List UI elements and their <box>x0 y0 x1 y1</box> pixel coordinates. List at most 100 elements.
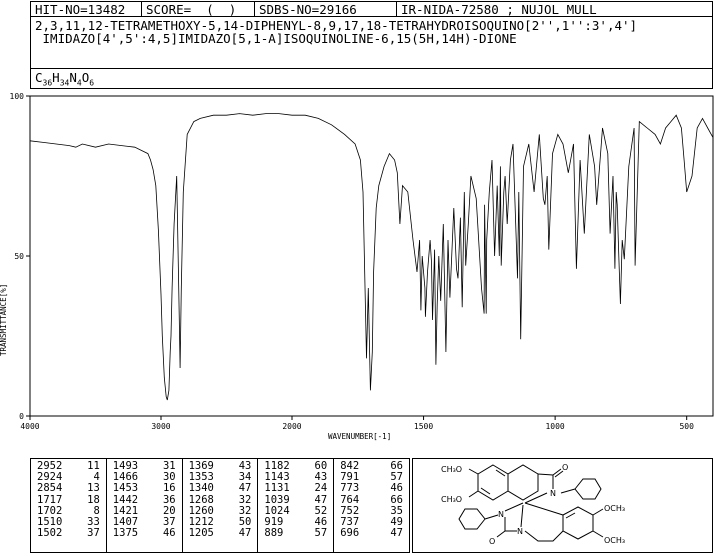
peak-intensity: 43 <box>238 460 252 472</box>
hit-number: HIT-NO=13482 <box>31 2 142 16</box>
formula-n: N <box>69 70 77 85</box>
peak-row: 1131 24 <box>258 483 333 494</box>
peak-wavenumber: 1131 <box>264 482 290 495</box>
bond-n-center <box>524 492 548 504</box>
peak-wavenumber: 1353 <box>188 471 214 484</box>
peak-wavenumber: 1039 <box>264 493 290 506</box>
peak-row: 1205 47 <box>183 528 258 539</box>
bond-aromatic-bottom-inner <box>565 512 576 519</box>
ring-aromatic-top <box>477 464 509 501</box>
peak-row: 1493 31 <box>107 460 182 472</box>
y-axis-label: TRANSMITTANCE[%] <box>0 284 8 356</box>
peak-wavenumber: 752 <box>340 504 360 517</box>
x-tick-label: 4000 <box>20 422 39 431</box>
peak-row: 889 57 <box>258 528 333 539</box>
score: SCORE= ( ) <box>142 2 255 16</box>
peak-intensity: 11 <box>87 460 100 472</box>
peak-row: 1453 16 <box>107 483 182 494</box>
phenyl-ring-right <box>574 478 602 500</box>
label-n-bottom: N <box>517 527 523 536</box>
formula-o: O <box>81 70 90 85</box>
bond-ome-2 <box>468 490 479 498</box>
peak-intensity: 43 <box>314 471 328 484</box>
label-o-top: O <box>562 463 568 472</box>
peak-wavenumber: 791 <box>340 471 360 484</box>
peak-intensity: 60 <box>314 460 328 472</box>
peak-row: 1143 43 <box>258 471 333 484</box>
peak-row: 696 47 <box>334 528 409 539</box>
peak-wavenumber: 1340 <box>188 482 214 495</box>
peak-intensity: 32 <box>238 493 252 506</box>
formula-c-count: 36 <box>42 78 53 88</box>
peak-intensity: 46 <box>390 482 403 495</box>
ring-aromatic-bottom <box>562 506 594 540</box>
y-tick-label: 100 <box>10 92 25 101</box>
peak-row: 1375 46 <box>107 528 182 539</box>
peak-intensity: 37 <box>87 527 100 540</box>
peak-intensity: 46 <box>162 527 176 540</box>
peak-intensity: 31 <box>162 460 176 472</box>
x-axis-label: WAVENUMBER[-1] <box>328 432 391 441</box>
peak-row: 752 35 <box>334 504 409 517</box>
peak-intensity: 46 <box>314 516 328 529</box>
formula-h: H <box>52 70 60 85</box>
x-tick-label: 1000 <box>545 422 564 431</box>
peak-wavenumber: 737 <box>340 516 360 529</box>
compound-name-line-2: IMIDAZO[4',5':4,5]IMIDAZO[5,1-A]ISOQUINO… <box>35 31 517 46</box>
structure-drawing: CH₃O CH₃O O N N N O OCH₃ OCH₃ <box>441 463 625 546</box>
peak-wavenumber: 1421 <box>112 504 139 517</box>
peak-row: 1024 52 <box>258 505 333 517</box>
measurement-method: IR-NIDA-72580 ; NUJOL MULL <box>401 2 597 16</box>
peak-intensity: 57 <box>390 471 403 484</box>
peak-table: 2952 11 2924 4 2854 13 1717 18 1702 8 1510 33 1502 37… <box>30 458 410 553</box>
bond-n-phenyl-left <box>484 514 499 520</box>
peak-wavenumber: 1375 <box>112 527 139 540</box>
label-ome-right-1: OCH₃ <box>604 504 625 513</box>
peak-wavenumber: 1466 <box>112 471 139 484</box>
peak-column: 1493 31 1466 30 1453 16 1442 36 1421 20 1407 37 1375… <box>107 459 183 552</box>
phenyl-ring-left <box>458 508 486 530</box>
x-tick-label: 500 <box>679 422 694 431</box>
peak-wavenumber: 1702 <box>37 504 63 517</box>
peak-column: 842 66 791 57 773 46 764 66 752 35 737 49 696 47 <box>334 459 409 552</box>
y-tick-label: 0 <box>19 412 24 421</box>
peak-intensity: 8 <box>93 504 100 517</box>
bond-bottom-n-center <box>520 504 524 528</box>
peak-row: 1502 37 <box>31 528 106 539</box>
peak-wavenumber: 1260 <box>188 504 214 517</box>
peak-wavenumber: 1453 <box>112 482 139 495</box>
peak-row: 2854 13 <box>31 483 106 494</box>
formula-c: C <box>35 70 43 85</box>
peak-row: 1353 34 <box>183 471 258 484</box>
peak-wavenumber: 1205 <box>188 527 214 540</box>
bond-c-carbonyl <box>537 473 554 476</box>
peak-row: 1466 30 <box>107 471 182 484</box>
bond-center-ring <box>524 502 564 516</box>
peak-intensity: 34 <box>238 471 252 484</box>
bond-center-n-left <box>504 502 524 512</box>
peak-intensity: 47 <box>390 527 403 540</box>
peak-wavenumber: 696 <box>340 527 360 540</box>
peak-intensity: 13 <box>87 482 100 495</box>
formula-n-count: 4 <box>76 78 82 88</box>
label-ome-right-2: OCH₃ <box>604 536 625 545</box>
bond-n-phenyl <box>560 488 576 494</box>
peak-intensity: 49 <box>390 516 403 529</box>
peak-wavenumber: 1369 <box>188 460 214 472</box>
ring-saturated-bottom <box>524 530 564 542</box>
peak-row: 1212 50 <box>183 516 258 528</box>
peak-column: 1182 60 1143 43 1131 24 1039 47 1024 52 919 46 889 57 <box>258 459 335 552</box>
label-n-top: N <box>550 489 556 498</box>
compound-name: 2,3,11,12-TETRAMETHOXY-5,14-DIPHENYL-8,9… <box>30 17 713 69</box>
peak-wavenumber: 889 <box>264 527 284 540</box>
peak-intensity: 66 <box>390 493 403 506</box>
bond-ome-4 <box>592 530 604 538</box>
peak-row: 1182 60 <box>258 460 333 472</box>
bond-ome-3 <box>592 508 604 516</box>
peak-wavenumber: 1442 <box>112 493 139 506</box>
peak-row: 764 66 <box>334 493 409 506</box>
peak-intensity: 47 <box>238 527 252 540</box>
label-n-left: N <box>498 510 504 519</box>
peak-intensity: 36 <box>162 493 176 506</box>
peak-wavenumber: 764 <box>340 493 360 506</box>
